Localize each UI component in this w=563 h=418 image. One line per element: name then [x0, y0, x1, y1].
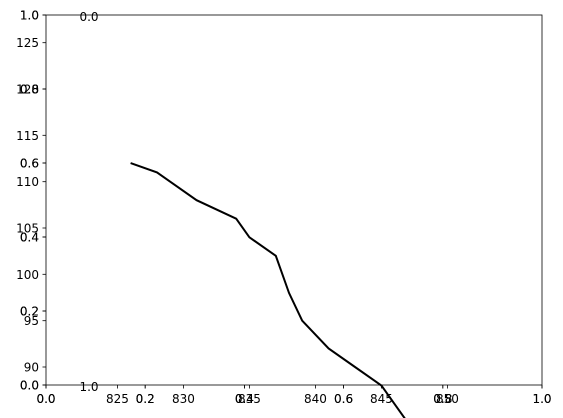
y-tick-label: 0.2 [20, 305, 39, 319]
series-line [130, 162, 406, 418]
x-tick-label: 835 [238, 392, 261, 406]
x-tick-label: 0.8 [433, 392, 452, 406]
extra-bottom-tick-label: 1.0 [79, 380, 98, 394]
series-layer [130, 162, 406, 418]
y-tick-label: 115 [16, 129, 39, 143]
y-tick-label: 0.4 [20, 231, 39, 245]
y-tick-label: 110 [16, 175, 39, 189]
x-tick-label: 0.4 [235, 392, 254, 406]
y-tick-label: 0.6 [20, 157, 39, 171]
x-tick-label: 850 [436, 392, 459, 406]
y-tick-label: 120 [16, 83, 39, 97]
x-tick-label: 0.2 [136, 392, 155, 406]
x-tick-label: 0.2 [136, 392, 155, 406]
y-tick-label: 0.4 [20, 231, 39, 245]
axes-layer: 0.0 0.2 0.4 0.6 0.8 1.00.00.20.40.60.81.00.0 0… [16, 9, 551, 407]
x-tick-label: 0.0 [36, 392, 55, 406]
x-tick-label: 0.0 [36, 392, 55, 406]
y-tick-label: 0.0 [20, 379, 39, 393]
y-tick-label: 100 [16, 268, 39, 282]
y-tick-label: 1.0 [20, 9, 39, 23]
x-tick-label: 0.8 [433, 392, 452, 406]
y-tick-label: 1.0 [20, 9, 39, 23]
axes-frame [45, 14, 543, 386]
y-tick-label: 0.8 [20, 83, 39, 97]
y-tick-label: 0.0 [20, 379, 39, 393]
x-tick-label: 840 [304, 392, 327, 406]
y-tick-label: 0.6 [20, 157, 39, 171]
x-tick-label: 1.0 [532, 392, 551, 406]
x-tick-label: 0.4 [235, 392, 254, 406]
x-tick-label: 825 [106, 392, 129, 406]
y-tick-label: 105 [16, 222, 39, 236]
extra-top-tick-label: 0.0 [79, 10, 98, 24]
x-tick-label: 830 [172, 392, 195, 406]
x-tick-label: 1.0 [532, 392, 551, 406]
x-tick-label: 845 [370, 392, 393, 406]
y-tick-label: 0.2 [20, 305, 39, 319]
y-tick-label: 125 [16, 36, 39, 50]
y-tick-label: 95 [24, 314, 39, 328]
x-tick-label: 0.6 [334, 392, 353, 406]
x-tick-label: 0.6 [334, 392, 353, 406]
y-tick-label: 90 [24, 361, 39, 375]
y-tick-label: 0.8 [20, 83, 39, 97]
